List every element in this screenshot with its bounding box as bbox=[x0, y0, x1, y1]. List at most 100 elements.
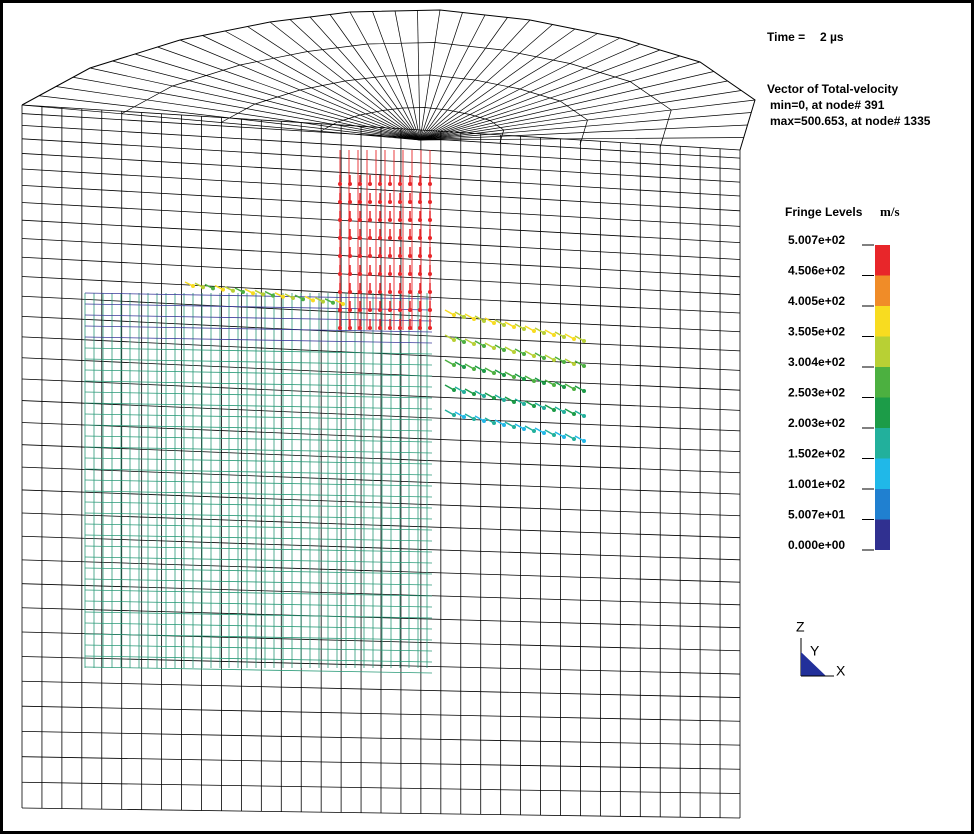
vector-head bbox=[522, 327, 526, 331]
vector-head bbox=[472, 367, 476, 371]
vector-head bbox=[398, 272, 402, 276]
legend-level: 1.001e+02 bbox=[788, 477, 845, 491]
legend-swatch bbox=[875, 520, 890, 551]
vector-head bbox=[582, 364, 586, 368]
vector-head bbox=[522, 377, 526, 381]
vector-head bbox=[462, 315, 466, 319]
vector-head bbox=[552, 408, 556, 412]
vector-head bbox=[398, 236, 402, 240]
vector-head bbox=[428, 290, 432, 294]
vector-head bbox=[358, 326, 362, 330]
vector-head bbox=[512, 400, 516, 404]
vector-head bbox=[368, 272, 372, 276]
vector-head bbox=[532, 404, 536, 408]
vector-head bbox=[462, 415, 466, 419]
vector-head bbox=[221, 288, 225, 292]
legend-level: 4.005e+02 bbox=[788, 294, 845, 308]
vector-head bbox=[552, 333, 556, 337]
legend-level: 3.004e+02 bbox=[788, 355, 845, 369]
y-label: Y bbox=[810, 643, 820, 659]
vector-head bbox=[572, 337, 576, 341]
vector-head bbox=[492, 421, 496, 425]
vector-head bbox=[472, 417, 476, 421]
vector-head bbox=[408, 290, 412, 294]
vector-head bbox=[428, 326, 432, 330]
vector-head bbox=[398, 182, 402, 186]
vector-head bbox=[358, 290, 362, 294]
vector-head bbox=[348, 272, 352, 276]
viewport: Time = 2 µs Vector of Total-velocity min… bbox=[0, 0, 974, 834]
vector-head bbox=[408, 236, 412, 240]
vector-head bbox=[462, 340, 466, 344]
vector-head bbox=[388, 218, 392, 222]
legend-swatch bbox=[875, 489, 890, 520]
vector-head bbox=[398, 308, 402, 312]
legend-title: Fringe Levels bbox=[785, 205, 863, 219]
vector-head bbox=[398, 326, 402, 330]
legend-swatch bbox=[875, 306, 890, 337]
vector-head bbox=[241, 290, 245, 294]
vector-head bbox=[582, 339, 586, 343]
vector-head bbox=[301, 297, 305, 301]
vector-head bbox=[428, 254, 432, 258]
legend-level: 0.000e+00 bbox=[788, 538, 845, 552]
x-label: X bbox=[836, 663, 846, 679]
vector-head bbox=[348, 200, 352, 204]
vector-head bbox=[408, 218, 412, 222]
vector-head bbox=[358, 272, 362, 276]
vector-head bbox=[378, 182, 382, 186]
vector-head bbox=[428, 200, 432, 204]
vector-head bbox=[418, 236, 422, 240]
legend-swatch bbox=[875, 337, 890, 368]
vector-head bbox=[482, 369, 486, 373]
vector-head bbox=[522, 352, 526, 356]
vector-head bbox=[398, 200, 402, 204]
vector-head bbox=[271, 294, 275, 298]
vector-head bbox=[388, 326, 392, 330]
vector-head bbox=[418, 290, 422, 294]
vector-head bbox=[418, 272, 422, 276]
vector-head bbox=[408, 272, 412, 276]
vector-head bbox=[542, 381, 546, 385]
vector-head bbox=[532, 354, 536, 358]
vector-head bbox=[452, 313, 456, 317]
vector-head bbox=[408, 308, 412, 312]
legend-swatch bbox=[875, 245, 890, 276]
vector-head bbox=[428, 182, 432, 186]
vector-head bbox=[572, 412, 576, 416]
vector-head bbox=[341, 302, 345, 306]
vector-head bbox=[492, 321, 496, 325]
vector-head bbox=[358, 254, 362, 258]
vector-head bbox=[408, 182, 412, 186]
vector-head bbox=[502, 373, 506, 377]
vector-head bbox=[428, 218, 432, 222]
vector-head bbox=[191, 284, 195, 288]
vector-head bbox=[368, 218, 372, 222]
vector-head bbox=[338, 182, 342, 186]
legend-swatch bbox=[875, 428, 890, 459]
max-info: max=500.653, at node# 1335 bbox=[770, 114, 931, 128]
vector-head bbox=[378, 326, 382, 330]
vector-head bbox=[321, 300, 325, 304]
vector-head bbox=[428, 272, 432, 276]
vector-head bbox=[542, 406, 546, 410]
vector-head bbox=[348, 182, 352, 186]
vector-head bbox=[582, 439, 586, 443]
vector-head bbox=[452, 363, 456, 367]
vector-head bbox=[408, 200, 412, 204]
vector-head bbox=[522, 427, 526, 431]
vector-head bbox=[418, 254, 422, 258]
vector-head bbox=[418, 326, 422, 330]
vector-head bbox=[388, 272, 392, 276]
vector-head bbox=[338, 290, 342, 294]
vector-head bbox=[211, 286, 215, 290]
vector-head bbox=[472, 342, 476, 346]
vector-head bbox=[428, 236, 432, 240]
vector-head bbox=[358, 182, 362, 186]
legend-level: 5.007e+01 bbox=[788, 508, 845, 522]
vector-head bbox=[231, 289, 235, 293]
vector-head bbox=[512, 325, 516, 329]
legend-swatch bbox=[875, 367, 890, 398]
vector-head bbox=[472, 392, 476, 396]
vector-head bbox=[251, 291, 255, 295]
